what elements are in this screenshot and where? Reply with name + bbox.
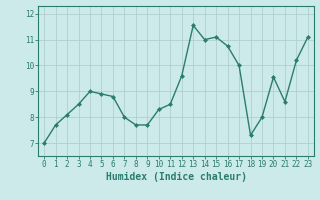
X-axis label: Humidex (Indice chaleur): Humidex (Indice chaleur) — [106, 172, 246, 182]
